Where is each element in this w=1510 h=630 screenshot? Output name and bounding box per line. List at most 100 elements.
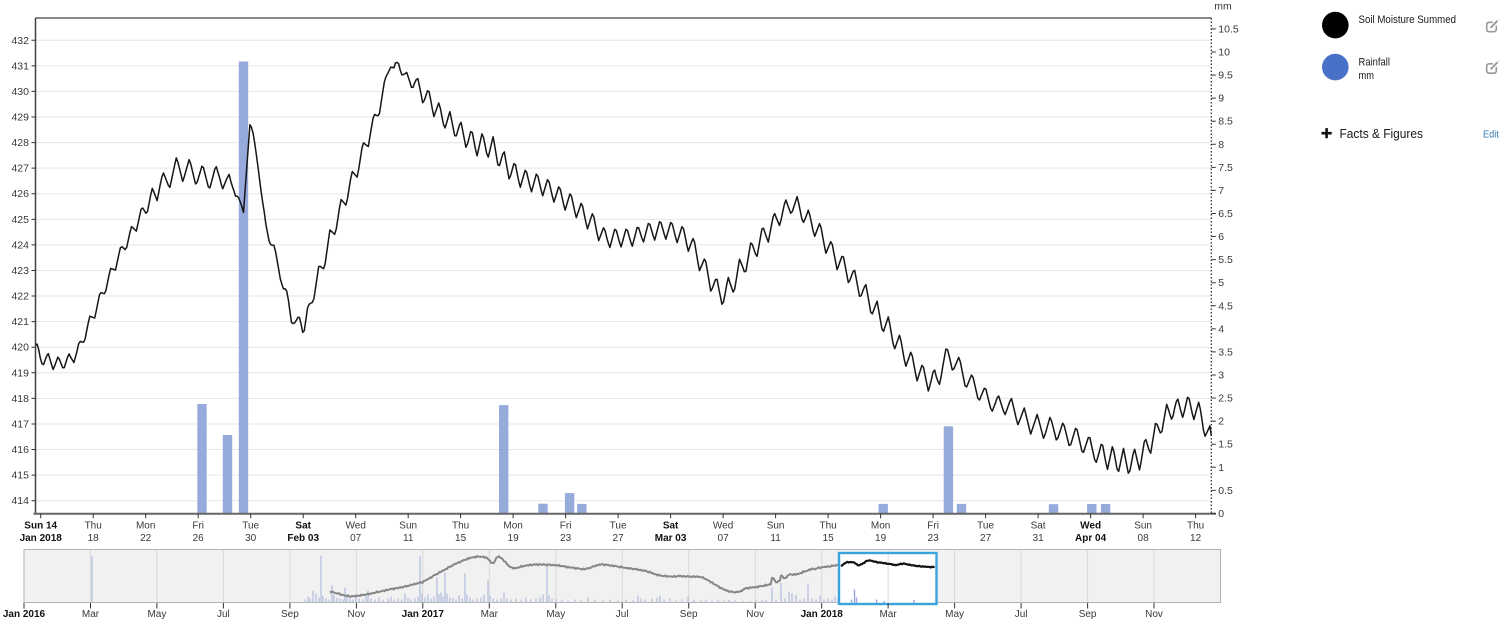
svg-text:23: 23 bbox=[560, 533, 572, 544]
svg-text:18: 18 bbox=[88, 533, 100, 544]
svg-text:May: May bbox=[945, 609, 964, 620]
svg-text:Fri: Fri bbox=[560, 521, 572, 532]
svg-text:Sun: Sun bbox=[1134, 521, 1152, 532]
svg-text:07: 07 bbox=[718, 533, 730, 544]
svg-text:6.5: 6.5 bbox=[1218, 208, 1233, 220]
svg-text:Thu: Thu bbox=[85, 521, 102, 532]
svg-text:27: 27 bbox=[613, 533, 625, 544]
svg-text:Facts & Figures: Facts & Figures bbox=[1340, 126, 1424, 141]
svg-text:1.5: 1.5 bbox=[1218, 439, 1233, 451]
svg-text:11: 11 bbox=[403, 533, 414, 544]
svg-text:Sat: Sat bbox=[295, 521, 311, 532]
svg-text:Wed: Wed bbox=[346, 521, 366, 532]
svg-text:Wed: Wed bbox=[713, 521, 733, 532]
svg-text:10.5: 10.5 bbox=[1218, 23, 1239, 35]
svg-text:9.5: 9.5 bbox=[1218, 70, 1233, 82]
svg-text:Fri: Fri bbox=[927, 521, 939, 532]
svg-text:416: 416 bbox=[11, 444, 29, 456]
svg-text:6: 6 bbox=[1218, 231, 1224, 243]
svg-text:Rainfall: Rainfall bbox=[1359, 57, 1391, 69]
svg-text:Thu: Thu bbox=[819, 521, 836, 532]
svg-text:7: 7 bbox=[1218, 185, 1224, 197]
svg-text:Thu: Thu bbox=[452, 521, 469, 532]
svg-text:Nov: Nov bbox=[1145, 609, 1163, 620]
svg-text:22: 22 bbox=[140, 533, 152, 544]
svg-text:mm: mm bbox=[1214, 1, 1232, 13]
svg-text:08: 08 bbox=[1138, 533, 1150, 544]
svg-text:427: 427 bbox=[11, 163, 29, 175]
svg-text:8.5: 8.5 bbox=[1218, 116, 1233, 128]
svg-text:2: 2 bbox=[1218, 416, 1224, 428]
svg-text:Nov: Nov bbox=[746, 609, 764, 620]
svg-text:426: 426 bbox=[11, 188, 29, 200]
svg-text:07: 07 bbox=[350, 533, 362, 544]
svg-text:Jan 2018: Jan 2018 bbox=[801, 609, 844, 620]
svg-text:Apr 04: Apr 04 bbox=[1075, 533, 1107, 544]
svg-text:417: 417 bbox=[11, 418, 29, 430]
svg-text:Sun 14: Sun 14 bbox=[24, 521, 57, 532]
svg-text:Mon: Mon bbox=[871, 521, 890, 532]
svg-text:431: 431 bbox=[11, 60, 29, 72]
svg-text:415: 415 bbox=[11, 470, 29, 482]
svg-text:Feb 03: Feb 03 bbox=[287, 533, 319, 544]
svg-text:Sat: Sat bbox=[1031, 521, 1046, 532]
svg-text:31: 31 bbox=[1033, 533, 1045, 544]
svg-text:5.5: 5.5 bbox=[1218, 254, 1233, 266]
svg-text:3: 3 bbox=[1218, 369, 1224, 381]
svg-text:2.5: 2.5 bbox=[1218, 393, 1233, 405]
svg-text:425: 425 bbox=[11, 214, 29, 226]
svg-text:414: 414 bbox=[11, 495, 29, 507]
svg-text:419: 419 bbox=[11, 367, 29, 379]
svg-text:15: 15 bbox=[823, 533, 835, 544]
svg-text:0.5: 0.5 bbox=[1218, 485, 1233, 497]
svg-text:Mar: Mar bbox=[82, 609, 100, 620]
svg-text:23: 23 bbox=[928, 533, 940, 544]
svg-text:421: 421 bbox=[11, 316, 29, 328]
svg-text:Jan 2017: Jan 2017 bbox=[402, 609, 445, 620]
svg-text:Soil Moisture Summed: Soil Moisture Summed bbox=[1359, 14, 1457, 26]
svg-text:418: 418 bbox=[11, 393, 29, 405]
svg-text:7.5: 7.5 bbox=[1218, 162, 1233, 174]
svg-text:15: 15 bbox=[455, 533, 467, 544]
svg-text:Sat: Sat bbox=[663, 521, 679, 532]
svg-text:Jul: Jul bbox=[616, 609, 629, 620]
svg-text:Fri: Fri bbox=[192, 521, 204, 532]
svg-text:Sun: Sun bbox=[399, 521, 417, 532]
svg-text:Tue: Tue bbox=[610, 521, 627, 532]
svg-text:422: 422 bbox=[11, 291, 29, 303]
svg-text:Mon: Mon bbox=[136, 521, 155, 532]
svg-text:Jul: Jul bbox=[217, 609, 230, 620]
svg-text:Mar: Mar bbox=[879, 609, 897, 620]
svg-text:Wed: Wed bbox=[1080, 521, 1101, 532]
svg-text:423: 423 bbox=[11, 265, 29, 277]
svg-text:Edit: Edit bbox=[1483, 129, 1499, 141]
svg-text:430: 430 bbox=[11, 86, 29, 98]
svg-text:1: 1 bbox=[1218, 462, 1224, 474]
svg-text:30: 30 bbox=[245, 533, 257, 544]
svg-text:May: May bbox=[147, 609, 166, 620]
svg-text:10: 10 bbox=[1218, 47, 1230, 59]
svg-text:Jul: Jul bbox=[1015, 609, 1028, 620]
svg-text:May: May bbox=[546, 609, 565, 620]
svg-text:Sep: Sep bbox=[1079, 609, 1097, 620]
svg-text:26: 26 bbox=[193, 533, 205, 544]
svg-text:432: 432 bbox=[11, 35, 29, 47]
svg-text:9: 9 bbox=[1218, 93, 1224, 105]
svg-text:Tue: Tue bbox=[242, 521, 259, 532]
svg-text:Mar: Mar bbox=[481, 609, 499, 620]
svg-text:mm: mm bbox=[1359, 70, 1375, 82]
svg-text:424: 424 bbox=[11, 239, 29, 251]
svg-text:Jan 2018: Jan 2018 bbox=[20, 533, 63, 544]
svg-text:27: 27 bbox=[980, 533, 992, 544]
svg-text:12: 12 bbox=[1190, 533, 1202, 544]
svg-text:8: 8 bbox=[1218, 139, 1224, 151]
svg-text:5: 5 bbox=[1218, 277, 1224, 289]
svg-text:428: 428 bbox=[11, 137, 29, 149]
svg-text:Thu: Thu bbox=[1187, 521, 1204, 532]
svg-text:3.5: 3.5 bbox=[1218, 346, 1233, 358]
svg-text:Mar 03: Mar 03 bbox=[655, 533, 687, 544]
svg-text:Sep: Sep bbox=[680, 609, 698, 620]
svg-text:Mon: Mon bbox=[503, 521, 522, 532]
svg-text:Sun: Sun bbox=[767, 521, 785, 532]
svg-text:19: 19 bbox=[508, 533, 520, 544]
